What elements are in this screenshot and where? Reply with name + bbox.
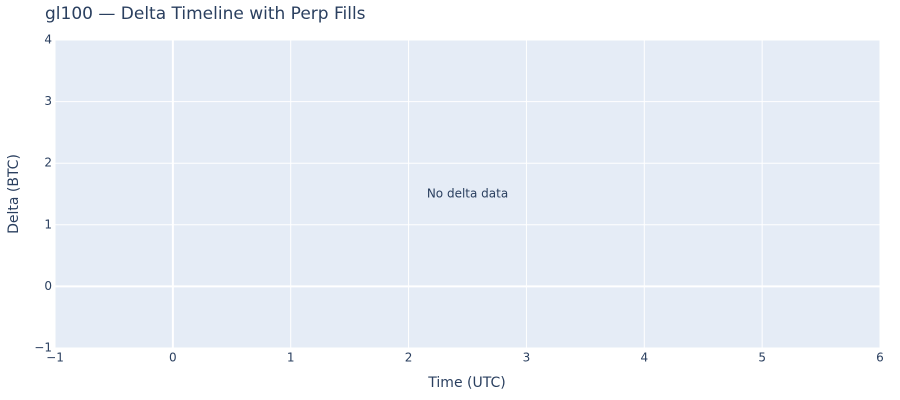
y-tick-label: 3: [44, 94, 52, 108]
x-tick-label: 5: [758, 351, 766, 365]
x-axis-title: Time (UTC): [427, 375, 505, 391]
x-tick-label: 2: [405, 351, 413, 365]
y-tick-label: 1: [44, 217, 52, 231]
x-tick-label: 4: [640, 351, 648, 365]
chart-title: gl100 — Delta Timeline with Perp Fills: [45, 4, 366, 24]
plot-area: [55, 40, 880, 348]
x-tick-label: 0: [169, 351, 177, 365]
x-tick-label: 6: [876, 351, 884, 365]
x-tick-label: 3: [523, 351, 531, 365]
y-tick-label: 2: [44, 156, 52, 170]
annotation: No delta data: [427, 187, 508, 201]
x-tick-label: −1: [46, 351, 64, 365]
y-tick-label: 0: [44, 279, 52, 293]
y-tick-label: −1: [34, 341, 52, 355]
y-tick-label: 4: [44, 33, 52, 47]
x-tick-label: 1: [287, 351, 295, 365]
y-axis-title: Delta (BTC): [6, 154, 22, 234]
